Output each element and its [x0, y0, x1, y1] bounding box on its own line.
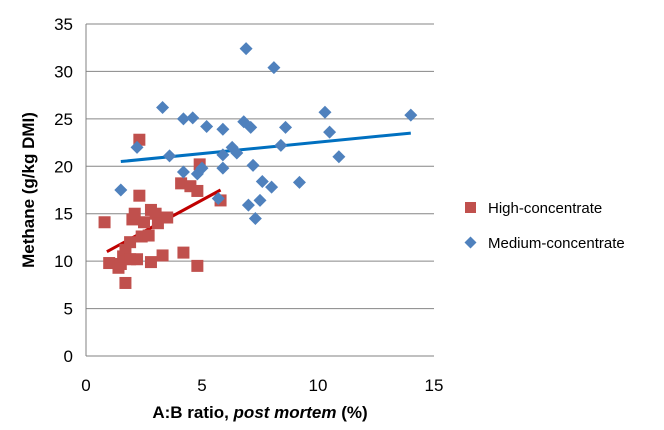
legend: High-concentrate Medium-concentrate — [464, 200, 625, 252]
medium-concentrate-point-25 — [267, 61, 281, 75]
y-tick-label-5: 5 — [64, 300, 73, 319]
high-concentrate-point-24 — [177, 246, 190, 259]
high-concentrate-point-11 — [131, 253, 144, 266]
medium-concentrate-point-13 — [216, 161, 230, 175]
x-axis-title-prefix: A:B ratio, — [152, 403, 233, 422]
y-tick-label-30: 30 — [54, 62, 73, 81]
medium-concentrate-point-0 — [114, 183, 128, 197]
medium-concentrate-point-32 — [404, 108, 418, 122]
high-concentrate-point-22 — [161, 211, 174, 224]
legend-item-high-concentrate: High-concentrate — [465, 200, 602, 217]
medium-concentrate-point-24 — [265, 180, 279, 194]
medium-concentrate-point-15 — [230, 146, 244, 160]
high-concentrate-point-27 — [191, 259, 204, 272]
medium-concentrate-point-21 — [248, 211, 262, 225]
legend-marker-square — [465, 202, 476, 213]
medium-concentrate-point-8 — [195, 161, 209, 175]
high-concentrate-point-0 — [98, 216, 111, 229]
high-concentrate-point-8 — [124, 236, 137, 249]
medium-concentrate-point-31 — [332, 150, 346, 164]
high-concentrate-point-1 — [103, 257, 116, 270]
medium-concentrate-point-9 — [200, 119, 214, 133]
medium-concentrate-point-6 — [186, 111, 200, 125]
medium-concentrate-point-22 — [253, 193, 267, 207]
medium-concentrate-point-3 — [163, 149, 177, 163]
x-tick-label-0: 0 — [81, 376, 90, 395]
y-tick-label-15: 15 — [54, 205, 73, 224]
y-tick-label-10: 10 — [54, 252, 73, 271]
y-tick-label-25: 25 — [54, 110, 73, 129]
y-tick-label-20: 20 — [54, 157, 73, 176]
medium-concentrate-point-23 — [255, 174, 269, 188]
medium-concentrate-point-18 — [241, 198, 255, 212]
medium-concentrate-point-4 — [176, 112, 190, 126]
y-tick-label-35: 35 — [54, 15, 73, 34]
axes-layer — [85, 24, 434, 357]
x-axis-title-italic: post mortem — [233, 403, 337, 422]
x-tick-label-15: 15 — [425, 376, 444, 395]
medium-concentrate-point-11 — [216, 122, 230, 136]
y-tick-label-0: 0 — [64, 347, 73, 366]
x-tick-label-10: 10 — [309, 376, 328, 395]
legend-marker-diamond — [464, 236, 477, 249]
high-concentrate-point-16 — [142, 229, 155, 242]
medium-concentrate-point-2 — [156, 100, 170, 114]
medium-concentrate-point-1 — [130, 140, 144, 154]
high-concentrate-point-21 — [156, 249, 169, 262]
y-axis-title: Methane (g/kg DMI) — [19, 112, 38, 268]
medium-concentrate-point-28 — [292, 175, 306, 189]
high-concentrate-point-23 — [175, 177, 188, 190]
x-tick-label-5: 5 — [197, 376, 206, 395]
high-concentrate-point-15 — [138, 216, 150, 229]
high-concentrate-point-20 — [151, 217, 164, 230]
data-points — [98, 42, 418, 289]
medium-concentrate-point-26 — [274, 138, 288, 152]
medium-concentrate-point-17 — [239, 42, 253, 56]
medium-concentrate-point-20 — [246, 158, 260, 172]
legend-label-medium-concentrate: Medium-concentrate — [488, 235, 625, 252]
medium-concentrate-point-19 — [244, 120, 258, 134]
high-concentrate-point-5 — [119, 276, 132, 289]
grid-layer — [86, 23, 434, 310]
high-concentrate-point-19 — [149, 207, 162, 220]
high-concentrate-point-13 — [133, 189, 146, 202]
x-axis-title: A:B ratio, post mortem (%) — [152, 403, 367, 422]
medium-concentrate-trendline — [120, 131, 411, 164]
legend-item-medium-concentrate: Medium-concentrate — [464, 235, 625, 252]
medium-concentrate-point-12 — [216, 148, 230, 162]
tick-labels: 0 5 10 15 20 25 30 35 0 5 10 15 — [54, 15, 443, 395]
legend-label-high-concentrate: High-concentrate — [488, 200, 602, 217]
x-axis-title-suffix: (%) — [337, 403, 368, 422]
high-concentrate-point-4 — [117, 250, 130, 263]
medium-concentrate-point-5 — [176, 165, 190, 179]
medium-concentrate-point-29 — [318, 105, 332, 119]
medium-concentrate-point-10 — [211, 192, 225, 206]
high-concentrate-point-26 — [191, 184, 204, 197]
medium-concentrate-point-30 — [323, 125, 337, 139]
high-concentrate-point-10 — [128, 207, 141, 220]
high-concentrate-point-18 — [144, 256, 157, 269]
medium-concentrate-point-27 — [279, 120, 293, 134]
